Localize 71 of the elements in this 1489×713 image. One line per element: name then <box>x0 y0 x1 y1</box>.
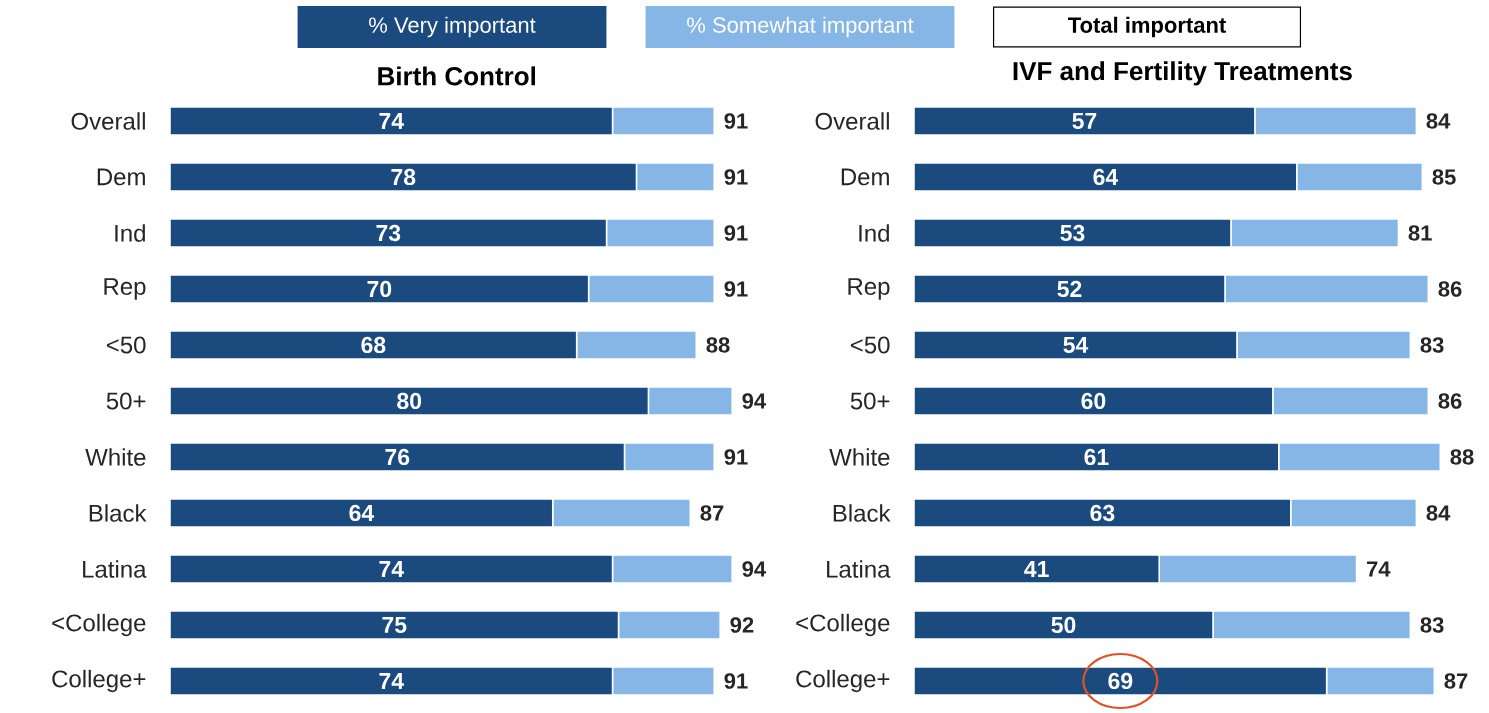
y-tick-label: Black <box>89 504 147 522</box>
chart-title: Birth Control <box>378 66 535 86</box>
y-tick-label: Rep <box>104 278 146 300</box>
y-tick-label: White <box>829 448 890 466</box>
total-label: 84 <box>1426 113 1451 129</box>
data-label: 60 <box>1081 392 1106 410</box>
total-label: 74 <box>1367 561 1391 577</box>
data-label: 68 <box>361 336 386 354</box>
data-label: 78 <box>391 168 416 186</box>
y-tick-label: 50+ <box>850 392 890 410</box>
y-tick-label: Latina <box>83 560 147 578</box>
data-label: 73 <box>376 224 401 242</box>
y-tick-label: Dem <box>841 168 889 186</box>
total-label: 91 <box>724 169 748 185</box>
data-label: 76 <box>385 448 410 466</box>
total-label: 87 <box>700 505 724 521</box>
y-tick-label: White <box>85 448 146 466</box>
y-tick-label: Black <box>833 504 891 522</box>
total-label: 94 <box>742 561 767 577</box>
data-label: 54 <box>1063 336 1089 353</box>
total-label: 83 <box>1420 337 1444 353</box>
total-label: 86 <box>1438 393 1462 409</box>
total-label: 91 <box>724 449 748 465</box>
y-tick-label: <50 <box>850 336 890 354</box>
total-label: 91 <box>724 281 748 297</box>
data-label: 74 <box>379 673 404 689</box>
total-label: 88 <box>706 337 730 353</box>
data-label: 70 <box>367 280 392 298</box>
total-label: 83 <box>1420 617 1444 633</box>
y-tick-label: Overall <box>71 112 145 130</box>
y-tick-label: Ind <box>115 224 145 242</box>
data-label: 63 <box>1090 504 1115 522</box>
data-label: 69 <box>1108 672 1133 690</box>
total-label: 84 <box>1426 505 1451 521</box>
total-label: 91 <box>724 673 748 689</box>
data-label: 50 <box>1051 616 1076 634</box>
y-tick-label: <50 <box>106 336 146 354</box>
y-tick-label: College+ <box>796 669 890 693</box>
data-label: 41 <box>1024 561 1049 577</box>
total-label: 91 <box>724 113 748 129</box>
chart-title: IVF and Fertility Treatments <box>1013 61 1352 86</box>
y-tick-label: <College <box>52 613 146 637</box>
y-tick-label: Dem <box>97 168 145 186</box>
total-label: 87 <box>1444 673 1468 689</box>
y-tick-label: Overall <box>815 112 889 130</box>
data-label: 75 <box>382 616 407 633</box>
text: % Somewhat important <box>687 16 914 38</box>
data-label: 61 <box>1084 448 1109 466</box>
total-label: 94 <box>742 393 767 409</box>
total-label: 86 <box>1438 281 1462 297</box>
y-tick-label: <College <box>796 613 890 637</box>
data-label: 74 <box>379 561 404 577</box>
y-tick-label: College+ <box>52 669 146 693</box>
y-tick-label: Latina <box>827 560 891 578</box>
y-tick-label: Rep <box>848 278 890 300</box>
y-tick-label: 50+ <box>106 392 146 410</box>
total-label: 85 <box>1432 169 1456 185</box>
data-label: 80 <box>397 392 422 410</box>
total-label: 91 <box>724 225 748 241</box>
text: Total important <box>1068 16 1226 38</box>
data-label: 53 <box>1060 224 1085 242</box>
y-tick-label: Ind <box>859 224 889 242</box>
data-label: 64 <box>349 504 375 522</box>
total-label: 92 <box>730 617 754 633</box>
data-label: 52 <box>1057 280 1082 298</box>
text: % Very important <box>369 16 536 38</box>
total-label: 88 <box>1450 449 1474 465</box>
total-label: 81 <box>1408 225 1432 241</box>
data-label: 64 <box>1093 168 1119 186</box>
data-label: 74 <box>379 113 404 129</box>
data-label: 57 <box>1072 112 1097 129</box>
